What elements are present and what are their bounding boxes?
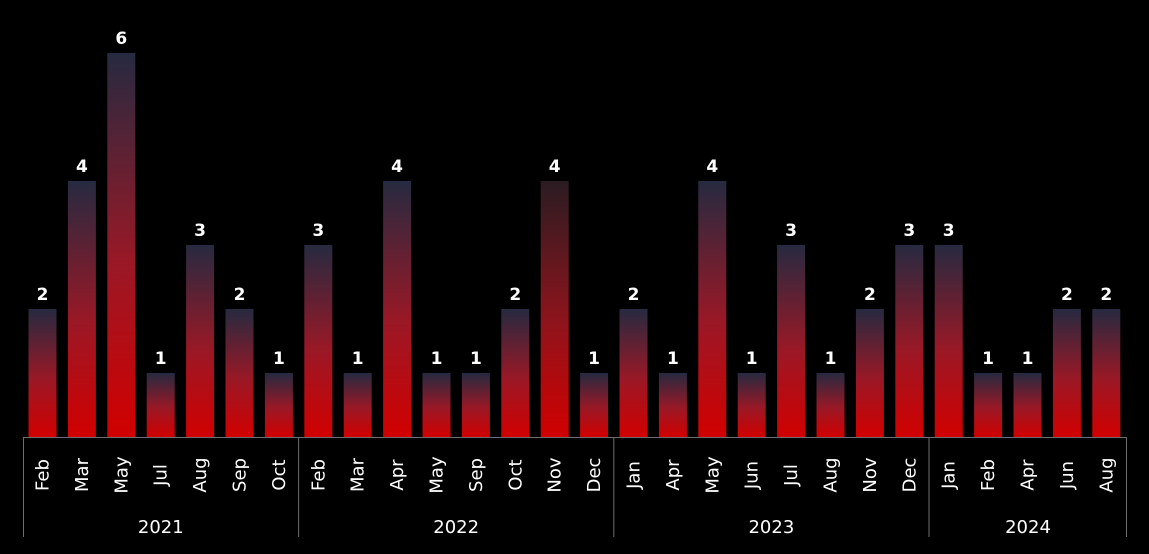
category-label-2024-aug: Aug [1096, 457, 1117, 492]
bar-2022-nov[interactable] [540, 181, 569, 437]
value-label-2024-jun: 2 [1061, 285, 1073, 305]
category-label-2023-apr: Apr [663, 459, 684, 491]
bar-2021-feb[interactable] [28, 309, 57, 437]
category-label-2022-oct: Oct [505, 459, 526, 490]
bar-2022-feb[interactable] [304, 245, 333, 437]
category-label-2023-aug: Aug [821, 457, 842, 492]
value-label-2023-jul: 3 [785, 221, 797, 241]
value-labels-layer: 2 4 6 1 3 2 1 3 1 4 1 1 2 4 1 2 1 4 1 3 1 2 3 3 1 1 2 2 [37, 29, 1113, 369]
value-label-2021-sep: 2 [234, 285, 246, 305]
bar-2021-aug[interactable] [186, 245, 215, 437]
category-label-2023-may: May [702, 456, 723, 494]
bar-2022-apr[interactable] [383, 181, 412, 437]
bar-2023-dec[interactable] [895, 245, 924, 437]
bar-2024-jun[interactable] [1052, 309, 1081, 437]
value-label-2023-nov: 2 [864, 285, 876, 305]
bar-2023-aug[interactable] [816, 373, 845, 437]
category-label-2022-may: May [427, 456, 448, 494]
value-label-2021-mar: 4 [76, 157, 88, 177]
bar-2021-sep[interactable] [225, 309, 254, 437]
bar-2024-apr[interactable] [1013, 373, 1042, 437]
bar-2024-feb[interactable] [974, 373, 1003, 437]
value-label-2024-aug: 2 [1100, 285, 1112, 305]
bar-2023-may[interactable] [698, 181, 727, 437]
value-label-2021-jul: 1 [155, 349, 167, 369]
bar-2022-mar[interactable] [343, 373, 372, 437]
bar-2021-jul[interactable] [146, 373, 175, 437]
bar-2022-may[interactable] [422, 373, 451, 437]
year-labels-layer: 2021 2022 2023 2024 [138, 517, 1051, 538]
category-label-2024-feb: Feb [978, 459, 999, 491]
category-label-2021-aug: Aug [190, 457, 211, 492]
year-label-2024: 2024 [1005, 517, 1051, 538]
category-label-2022-dec: Dec [584, 458, 605, 493]
category-label-2021-may: May [111, 456, 132, 494]
category-label-2023-jun: Jun [742, 461, 763, 490]
year-label-2021: 2021 [138, 517, 184, 538]
value-label-2021-oct: 1 [273, 349, 285, 369]
value-label-2023-may: 4 [706, 157, 718, 177]
bar-2021-mar[interactable] [67, 181, 96, 437]
year-label-2023: 2023 [748, 517, 794, 538]
bar-2021-may[interactable] [107, 53, 136, 437]
value-label-2023-dec: 3 [903, 221, 915, 241]
category-label-2024-jun: Jun [1057, 461, 1078, 490]
value-label-2021-may: 6 [115, 29, 127, 49]
value-label-2022-apr: 4 [391, 157, 403, 177]
category-label-2024-apr: Apr [1018, 459, 1039, 491]
value-label-2022-mar: 1 [352, 349, 364, 369]
bar-2022-dec[interactable] [580, 373, 609, 437]
value-label-2021-aug: 3 [194, 221, 206, 241]
category-label-2022-feb: Feb [308, 459, 329, 491]
value-label-2024-apr: 1 [1022, 349, 1034, 369]
category-label-2021-mar: Mar [72, 457, 93, 492]
category-label-2021-oct: Oct [269, 459, 290, 490]
value-label-2024-feb: 1 [982, 349, 994, 369]
value-label-2023-jan: 2 [628, 285, 640, 305]
bar-2023-nov[interactable] [855, 309, 884, 437]
category-label-2023-nov: Nov [860, 457, 881, 492]
category-label-2024-jan: Jan [939, 461, 960, 490]
category-label-2023-jul: Jul [781, 464, 802, 487]
bar-2024-jan[interactable] [934, 245, 963, 437]
value-label-2022-may: 1 [431, 349, 443, 369]
category-label-2022-sep: Sep [466, 458, 487, 492]
bar-2023-jul[interactable] [777, 245, 806, 437]
value-label-2022-oct: 2 [509, 285, 521, 305]
category-label-2023-jan: Jan [624, 461, 645, 490]
bar-2023-apr[interactable] [658, 373, 687, 437]
bars-layer [28, 53, 1121, 437]
category-label-2021-feb: Feb [33, 459, 54, 491]
bar-2021-oct[interactable] [264, 373, 293, 437]
category-label-2023-dec: Dec [899, 458, 920, 493]
category-label-2022-apr: Apr [387, 459, 408, 491]
value-label-2022-sep: 1 [470, 349, 482, 369]
category-labels-layer: Feb Mar May Jul Aug Sep Oct Feb Mar Apr May Sep Oct N… [33, 456, 1118, 494]
value-label-2021-feb: 2 [37, 285, 49, 305]
value-label-2024-jan: 3 [943, 221, 955, 241]
axis-layer [23, 437, 1127, 537]
category-label-2022-mar: Mar [348, 457, 369, 492]
year-label-2022: 2022 [433, 517, 479, 538]
bar-2022-sep[interactable] [461, 373, 490, 437]
bar-2024-aug[interactable] [1092, 309, 1121, 437]
category-label-2021-sep: Sep [230, 458, 251, 492]
category-label-2022-nov: Nov [545, 457, 566, 492]
bar-2023-jan[interactable] [619, 309, 648, 437]
bar-2023-jun[interactable] [737, 373, 766, 437]
value-label-2023-apr: 1 [667, 349, 679, 369]
value-label-2022-feb: 3 [312, 221, 324, 241]
value-label-2022-nov: 4 [549, 157, 561, 177]
value-label-2023-jun: 1 [746, 349, 758, 369]
category-label-2021-jul: Jul [151, 464, 172, 487]
value-label-2023-aug: 1 [825, 349, 837, 369]
bar-2022-oct[interactable] [501, 309, 530, 437]
value-label-2022-dec: 1 [588, 349, 600, 369]
